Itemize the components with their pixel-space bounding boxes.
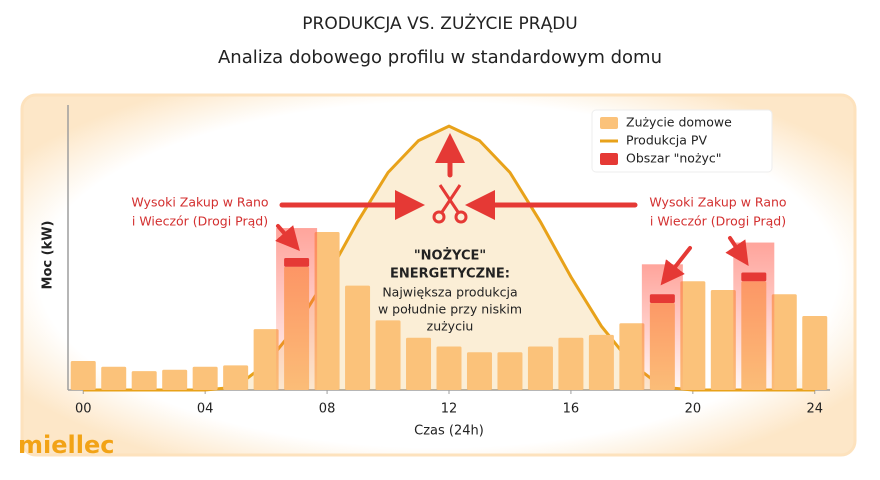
subtitle: Analiza dobowego profilu w standardowym …: [218, 47, 662, 68]
bar: [619, 323, 645, 390]
x-tick-label: 04: [197, 402, 214, 417]
y-axis-label: Moc (kW): [41, 221, 56, 290]
x-tick-label: 12: [441, 402, 458, 417]
legend-label: Produkcja PV: [626, 133, 707, 148]
bar: [101, 366, 127, 390]
arrow: [275, 224, 300, 252]
hot-zone-glow: [276, 228, 318, 390]
bar: [680, 281, 706, 390]
annotation: Wysoki Zakup w Rano: [131, 195, 268, 210]
annotation: i Wieczór (Drogi Prąd): [650, 214, 786, 229]
bar: [527, 346, 553, 390]
x-tick-label: 00: [75, 402, 92, 417]
scissors-bar: [284, 258, 310, 267]
title: PRODUKCJA VS. ZUŻYCIE PRĄDU: [302, 13, 578, 34]
annotation: i Wieczór (Drogi Prąd): [132, 214, 268, 229]
bar: [558, 337, 584, 390]
hot-zone-glow: [641, 264, 683, 390]
plot: 00 04 08 12 16 20 24 Czas (24h) Moc (kW) Zużycie …: [41, 105, 830, 439]
bar: [497, 352, 523, 390]
bar: [314, 231, 340, 390]
annotation: w południe przy niskim: [378, 302, 522, 317]
legend-swatch: [600, 117, 618, 129]
bar: [375, 320, 401, 390]
bar: [588, 334, 614, 390]
scissors-bar: [649, 294, 675, 303]
legend-swatch: [600, 153, 618, 165]
x-tick-label: 08: [319, 402, 336, 417]
annotation-heading: ENERGETYCZNE:: [390, 267, 510, 282]
arrow: [725, 236, 749, 266]
bar: [436, 346, 462, 390]
arrow: [660, 246, 692, 286]
x-axis-label: Czas (24h): [414, 424, 484, 439]
bar: [70, 361, 96, 390]
x-tick-label: 24: [806, 402, 823, 417]
x-tick-label: 20: [685, 402, 702, 417]
legend-label: Obszar "nożyc": [626, 151, 722, 166]
bar: [162, 369, 188, 390]
bar: [406, 337, 432, 390]
legend-box: [591, 109, 773, 173]
bar: [345, 285, 371, 390]
bar: [192, 366, 218, 390]
scissors-bar: [741, 272, 767, 282]
legend-label: Zużycie domowe: [626, 115, 732, 130]
annotation: Największa produkcja: [382, 285, 517, 300]
hot-zone-glow: [733, 242, 775, 390]
annotation-heading: "NOŻYCE": [414, 248, 486, 264]
annotation: Wysoki Zakup w Rano: [649, 195, 786, 210]
bar: [771, 294, 797, 390]
x-tick-label: 16: [563, 402, 580, 417]
bar: [802, 316, 828, 390]
annotation: zużyciu: [427, 319, 474, 334]
bar: [710, 289, 736, 390]
bar: [131, 371, 157, 390]
scissors-icon: [432, 184, 468, 224]
brand: miellec: [18, 431, 114, 459]
bar: [466, 352, 492, 390]
bar: [253, 329, 279, 390]
arrows: [275, 133, 749, 286]
bar: [223, 365, 249, 390]
